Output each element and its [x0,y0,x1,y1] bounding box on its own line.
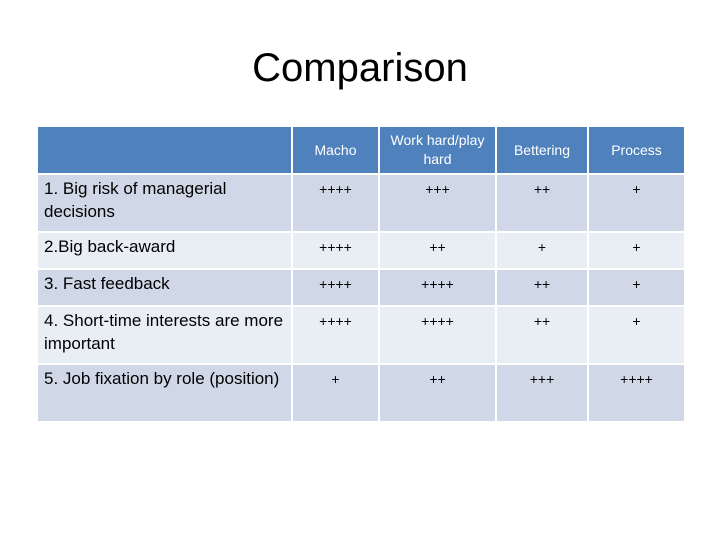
cell-bettering: ++ [495,173,589,233]
header-cell-bettering: Bettering [495,125,589,175]
comparison-table: Macho Work hard/play hard Bettering Proc… [36,125,686,423]
cell-work-hard-play-hard: ++++ [378,268,497,307]
cell-macho: ++++ [291,268,380,307]
cell-work-hard-play-hard: +++ [378,173,497,233]
cell-bettering: ++ [495,268,589,307]
table-row: 3. Fast feedback ++++ ++++ ++ + [36,268,686,307]
table-header-row: Macho Work hard/play hard Bettering Proc… [36,125,686,175]
row-label: 5. Job fixation by role (position) [36,363,293,423]
header-cell-macho: Macho [291,125,380,175]
cell-macho: + [291,363,380,423]
table-row: 1. Big risk of managerial decisions ++++… [36,173,686,233]
header-cell-work-hard-play-hard: Work hard/play hard [378,125,497,175]
table-row: 4. Short-time interests are more importa… [36,305,686,365]
cell-process: + [587,305,686,365]
cell-process: + [587,231,686,270]
row-label: 2.Big back-award [36,231,293,270]
cell-macho: ++++ [291,173,380,233]
cell-process: ++++ [587,363,686,423]
cell-process: + [587,173,686,233]
row-label: 1. Big risk of managerial decisions [36,173,293,233]
cell-bettering: +++ [495,363,589,423]
table-row: 5. Job fixation by role (position) + ++ … [36,363,686,423]
cell-work-hard-play-hard: ++++ [378,305,497,365]
cell-macho: ++++ [291,231,380,270]
cell-bettering: + [495,231,589,270]
cell-process: + [587,268,686,307]
cell-macho: ++++ [291,305,380,365]
cell-work-hard-play-hard: ++ [378,231,497,270]
cell-bettering: ++ [495,305,589,365]
header-cell-process: Process [587,125,686,175]
row-label: 3. Fast feedback [36,268,293,307]
row-label: 4. Short-time interests are more importa… [36,305,293,365]
header-cell-blank [36,125,293,175]
cell-work-hard-play-hard: ++ [378,363,497,423]
slide-title: Comparison [252,46,468,90]
table-row: 2.Big back-award ++++ ++ + + [36,231,686,270]
